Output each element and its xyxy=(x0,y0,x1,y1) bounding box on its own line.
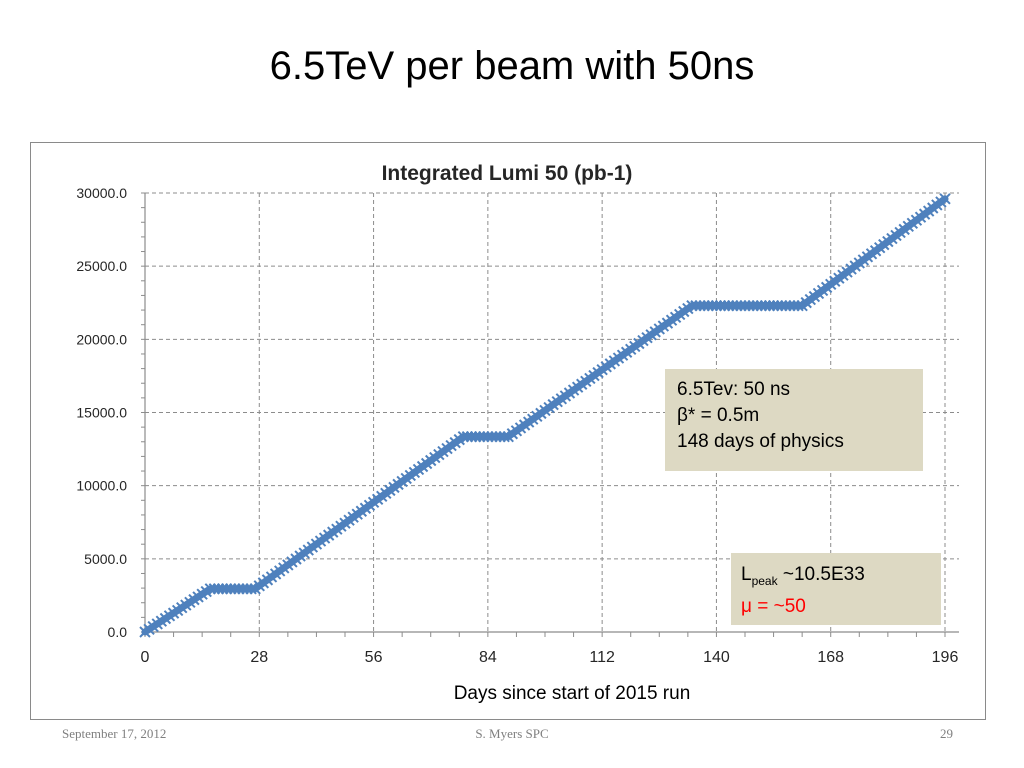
data-point-marker xyxy=(702,299,714,312)
y-tick-label: 0.0 xyxy=(108,624,128,640)
data-point-marker xyxy=(698,299,710,312)
peak-lumi-text: Lpeak ~10.5E33 xyxy=(741,564,865,588)
data-point-marker xyxy=(718,299,731,312)
data-point-marker xyxy=(731,299,743,312)
data-point-marker xyxy=(710,299,723,312)
data-point-marker xyxy=(792,299,804,312)
data-point-marker xyxy=(767,299,780,312)
data-point-marker xyxy=(465,430,478,443)
data-point-marker xyxy=(727,299,739,312)
energy-spacing-text: 6.5Tev: 50 ns xyxy=(677,379,791,400)
data-point-marker xyxy=(735,299,747,312)
x-axis-label: Days since start of 2015 run xyxy=(454,683,691,704)
x-tick-label: 140 xyxy=(703,649,730,666)
data-point-marker xyxy=(714,299,727,312)
y-tick-label: 10000.0 xyxy=(76,478,127,494)
data-point-marker xyxy=(494,430,506,443)
peak-lumi-box: Lpeak ~10.5E33 μ = ~50 xyxy=(731,553,941,625)
x-tick-label: 28 xyxy=(250,649,268,666)
data-point-marker xyxy=(482,430,494,443)
data-point-marker xyxy=(739,299,751,312)
data-point-marker xyxy=(771,299,784,312)
x-tick-label: 0 xyxy=(141,649,150,666)
data-point-marker xyxy=(237,583,249,595)
physics-params-box: 6.5Tev: 50 ns β* = 0.5m 148 days of phys… xyxy=(665,369,923,471)
data-point-marker xyxy=(208,583,221,595)
data-point-marker xyxy=(686,299,698,312)
slide-title: 6.5TeV per beam with 50ns xyxy=(269,44,755,88)
physics-days-text: 148 days of physics xyxy=(677,431,844,452)
data-point-marker xyxy=(784,299,796,312)
data-point-marker xyxy=(225,583,237,595)
y-tick-label: 5000.0 xyxy=(84,551,127,567)
y-tick-label: 15000.0 xyxy=(76,405,127,421)
x-tick-label: 56 xyxy=(365,649,383,666)
y-tick-label: 25000.0 xyxy=(76,258,127,274)
data-point-marker xyxy=(473,430,486,443)
data-point-marker xyxy=(694,299,706,312)
footer-page-number: 29 xyxy=(940,726,953,741)
data-point-marker xyxy=(939,193,951,205)
data-point-marker xyxy=(776,299,788,312)
data-point-marker xyxy=(461,430,474,443)
y-tick-label: 30000.0 xyxy=(76,185,127,201)
x-tick-label: 168 xyxy=(817,649,844,666)
chart-frame: Integrated Lumi 50 (pb-1) 0.0 5000.0 10000… xyxy=(30,142,986,720)
data-point-marker xyxy=(759,299,772,312)
data-point-marker xyxy=(216,583,229,595)
data-point-marker xyxy=(780,299,792,312)
data-point-marker xyxy=(706,299,719,312)
data-point-marker xyxy=(469,430,482,443)
footer-date: September 17, 2012 xyxy=(62,726,167,741)
y-tick-label: 20000.0 xyxy=(76,331,127,347)
data-point-marker xyxy=(212,583,225,595)
data-point-marker xyxy=(220,583,233,595)
data-point-marker xyxy=(490,430,502,443)
data-point-marker xyxy=(743,299,755,312)
data-point-marker xyxy=(457,430,470,443)
data-point-marker xyxy=(763,299,776,312)
footer-author: S. Myers SPC xyxy=(475,726,549,741)
data-point-marker xyxy=(241,583,253,595)
data-point-marker xyxy=(486,430,498,443)
data-point-marker xyxy=(229,583,241,595)
x-tick-label: 84 xyxy=(479,649,497,666)
data-point-marker xyxy=(722,299,735,312)
data-point-marker xyxy=(204,583,217,595)
data-point-marker xyxy=(498,430,510,443)
beta-star-text: β* = 0.5m xyxy=(677,405,760,426)
series-layer xyxy=(139,193,951,638)
data-point-marker xyxy=(690,299,702,312)
data-point-marker xyxy=(788,299,800,312)
axes-layer: 0.0 5000.0 10000.0 15000.0 20000.0 25000.0 300… xyxy=(76,185,959,666)
x-tick-label: 196 xyxy=(932,649,959,666)
data-point-marker xyxy=(751,299,763,312)
data-point-marker xyxy=(747,299,759,312)
data-point-marker xyxy=(755,299,768,312)
data-point-marker xyxy=(245,583,257,595)
x-tick-label: 112 xyxy=(589,649,615,666)
chart-title: Integrated Lumi 50 (pb-1) xyxy=(382,162,633,185)
data-point-marker xyxy=(478,430,490,443)
pileup-text: μ = ~50 xyxy=(741,595,806,617)
data-point-marker xyxy=(233,583,245,595)
